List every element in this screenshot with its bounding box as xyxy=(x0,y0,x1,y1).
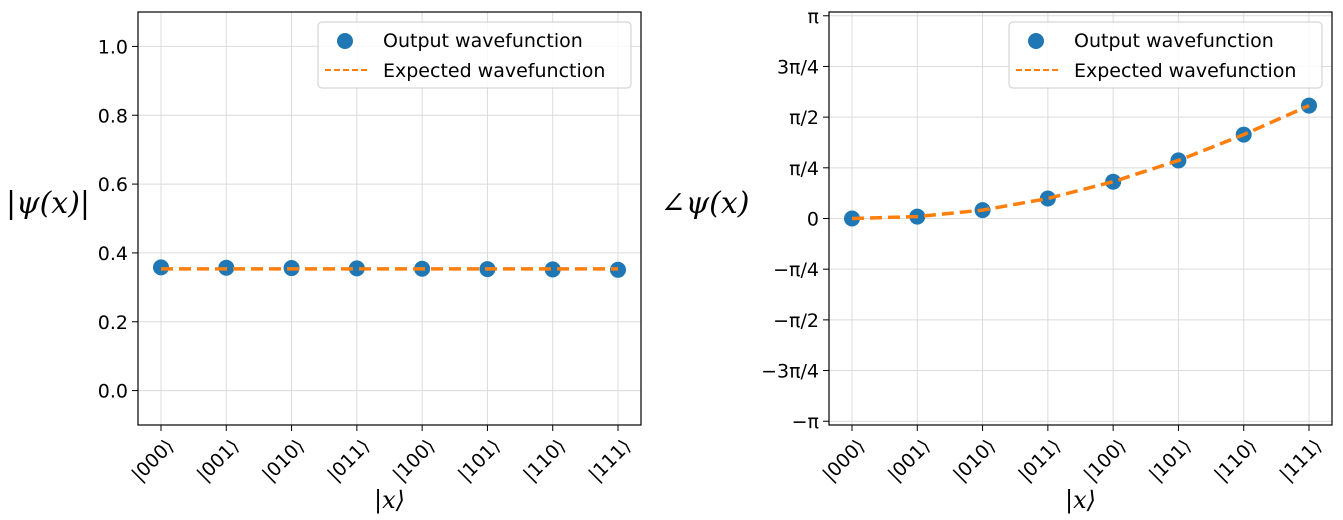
x-axis-label: |x⟩ xyxy=(374,486,405,515)
legend-expected-label: Expected wavefunction xyxy=(1074,60,1296,82)
x-tick-label: |011⟩ xyxy=(1014,435,1065,486)
x-tick-label: |100⟩ xyxy=(389,435,440,486)
x-tick-label: |001⟩ xyxy=(884,435,935,486)
y-tick-label: 0.0 xyxy=(98,381,128,403)
output-point xyxy=(1105,173,1122,190)
y-tick-label: 1.0 xyxy=(98,36,128,58)
output-point xyxy=(1039,190,1056,207)
x-tick-label: |011⟩ xyxy=(323,435,374,486)
y-axis-label: ∠ψ(x) xyxy=(661,186,750,221)
x-tick-label: |110⟩ xyxy=(519,435,570,486)
x-tick-label: |110⟩ xyxy=(1210,435,1261,486)
magnitude-chart: 0.0 0.2 0.4 0.6 0.8 1.0 |000⟩ |001⟩ |010⟩ |011⟩ |1… xyxy=(6,11,642,515)
legend-expected-label: Expected wavefunction xyxy=(383,60,605,82)
x-tick-label: |000⟩ xyxy=(128,435,179,486)
legend-output-marker xyxy=(1028,33,1044,49)
plot-frame xyxy=(137,11,642,426)
phase-chart: −π −3π/4 −π/2 −π/4 0 π/4 π/2 3π/4 π |000⟩ |001⟩ |01… xyxy=(661,6,1333,515)
y-tick-label: 0.8 xyxy=(98,105,128,127)
x-tick-label: |100⟩ xyxy=(1080,435,1131,486)
y-tick-label: π/4 xyxy=(789,158,819,180)
x-tick-label: |111⟩ xyxy=(1276,435,1327,486)
x-axis-label: |x⟩ xyxy=(1065,486,1096,515)
x-tick-label: |010⟩ xyxy=(949,435,1000,486)
output-point xyxy=(544,261,561,278)
y-tick-label: 3π/4 xyxy=(777,56,819,78)
output-point xyxy=(348,260,365,277)
y-tick-label: −3π/4 xyxy=(761,361,819,383)
y-tick-label: 0 xyxy=(807,209,819,231)
x-tick-label: |001⟩ xyxy=(193,435,244,486)
x-tick-label: |101⟩ xyxy=(454,435,505,486)
y-tick-label: 0.4 xyxy=(98,243,128,265)
x-tick-label: |010⟩ xyxy=(258,435,309,486)
y-tick-label: π xyxy=(808,6,819,28)
y-tick-label: −π/4 xyxy=(773,259,819,281)
x-tick-label: |000⟩ xyxy=(819,435,870,486)
y-tick-label: 0.6 xyxy=(98,174,128,196)
x-tick-label: |101⟩ xyxy=(1145,435,1196,486)
y-tick-label: π/2 xyxy=(789,107,819,129)
legend-box xyxy=(317,21,632,89)
y-tick-label: 0.2 xyxy=(98,312,128,334)
x-tick-label: |111⟩ xyxy=(585,435,636,486)
expected-line xyxy=(851,103,1310,221)
legend-output-label: Output wavefunction xyxy=(383,30,583,52)
legend-output-marker xyxy=(337,33,353,49)
legend-output-label: Output wavefunction xyxy=(1074,30,1274,52)
y-tick-label: −π xyxy=(792,411,819,433)
y-tick-label: −π/2 xyxy=(773,310,819,332)
legend-box xyxy=(1008,21,1323,89)
y-axis-label: |ψ(x)| xyxy=(6,186,90,221)
